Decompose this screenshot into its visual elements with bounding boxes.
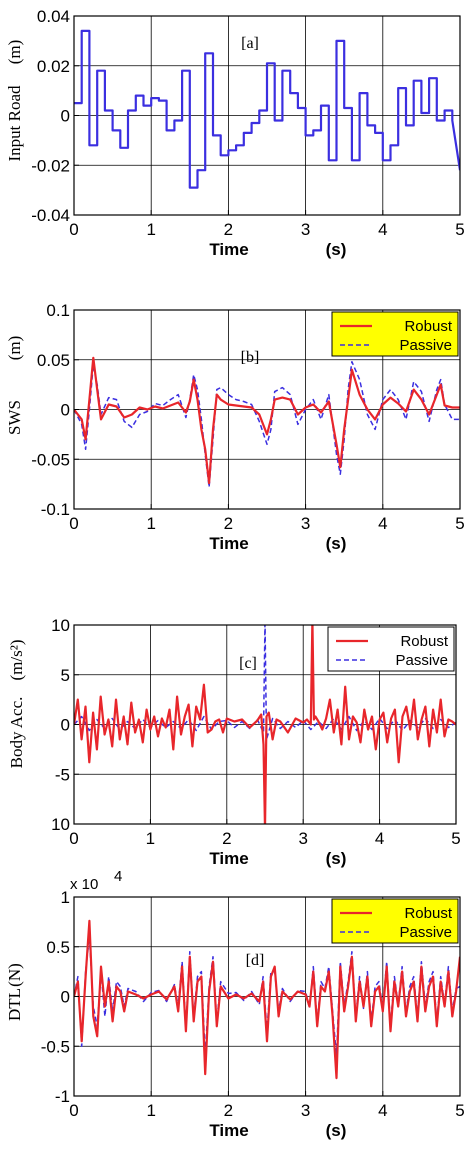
x-axis-label: Time <box>209 240 248 259</box>
series-group <box>74 29 460 189</box>
x-tick-label: 4 <box>375 829 384 848</box>
x-tick-label: 5 <box>451 829 460 848</box>
series-group <box>74 625 456 824</box>
x-tick-label: 2 <box>222 829 231 848</box>
legend-box <box>331 898 459 944</box>
x-tick-label: 3 <box>301 220 310 239</box>
x-axis-label: Time <box>209 849 248 868</box>
x-tick-label: 5 <box>455 514 464 533</box>
series-line-passive <box>74 360 460 488</box>
legend: Robust Passive <box>331 898 459 944</box>
x-tick-label: 1 <box>146 829 155 848</box>
legend-box <box>331 311 459 357</box>
y-tick-label: 0.1 <box>46 301 70 320</box>
x-tick-label: 3 <box>301 1101 310 1120</box>
legend: Robust Passive <box>331 311 459 357</box>
y-axis-label: Input Road <box>5 85 24 162</box>
x-tick-label: 3 <box>301 514 310 533</box>
x-tick-label: 1 <box>146 220 155 239</box>
x-tick-label: 2 <box>224 1101 233 1120</box>
series-group <box>74 919 460 1080</box>
y-axis-unit: (m) <box>5 336 24 361</box>
x-tick-label: 4 <box>378 514 387 533</box>
x-tick-label: 0 <box>69 1101 78 1120</box>
x-tick-label: 5 <box>455 220 464 239</box>
x-axis-label: Time <box>209 534 248 553</box>
chart-panel-2: 0 1 2 3 4 5 -0.1 -0.05 0 0.05 0.1 Time (s) SWS (m) [b] R… <box>5 301 465 553</box>
series-group <box>74 356 460 488</box>
x-tick-label: 4 <box>378 1101 387 1120</box>
y-tick-label: -0.02 <box>31 156 70 175</box>
x-tick-label: 2 <box>224 220 233 239</box>
y-axis-unit: (m) <box>5 40 24 65</box>
y-tick-label: -0.1 <box>41 500 70 519</box>
y-tick-label: -5 <box>55 765 70 784</box>
x-tick-label: 0 <box>69 514 78 533</box>
legend-label-robust: Robust <box>404 905 452 922</box>
series-line-1 <box>74 29 460 189</box>
y-tick-label: 0 <box>61 988 70 1007</box>
panel-tag: [c] <box>239 655 257 672</box>
legend-box <box>327 626 455 672</box>
y-tick-label: 1 <box>61 888 70 907</box>
y-tick-label: -0.5 <box>41 1037 70 1056</box>
y-axis-unit: (m/s²) <box>7 640 26 681</box>
y-axis-unit: (N) <box>5 963 24 987</box>
panel-tag: [d] <box>246 952 265 969</box>
chart-panel-1: 0 1 2 3 4 5 -0.04 -0.02 0 0.02 0.04 Time (s) Input Ro… <box>5 7 465 259</box>
x-tick-label: 2 <box>224 514 233 533</box>
panel-tag: [a] <box>241 35 259 52</box>
legend-label-robust: Robust <box>400 633 448 650</box>
series-line-robust <box>74 625 456 824</box>
x-axis-unit: (s) <box>326 1121 347 1140</box>
series-line-robust <box>74 919 460 1080</box>
x-axis-unit: (s) <box>326 534 347 553</box>
legend-label-passive: Passive <box>399 337 452 354</box>
y-tick-label: -1 <box>55 1087 70 1106</box>
y-tick-label: 10 <box>51 815 70 834</box>
y-tick-label: 10 <box>51 616 70 635</box>
y-tick-label: 0.5 <box>46 938 70 957</box>
legend-label-robust: Robust <box>404 318 452 335</box>
y-tick-label: -0.05 <box>31 450 70 469</box>
x-tick-label: 3 <box>298 829 307 848</box>
y-tick-label: 5 <box>61 666 70 685</box>
chart-panel-3: 0 1 2 3 4 5 10 -5 0 5 10 Time (s) Body Acc. (m/s²) [c] R… <box>7 616 461 868</box>
panel-tag: [b] <box>241 349 260 366</box>
x-tick-label: 1 <box>146 514 155 533</box>
axis-multiplier: x 10 <box>70 876 98 893</box>
x-axis-unit: (s) <box>326 849 347 868</box>
y-axis-label: SWS <box>5 400 24 435</box>
chart-panel-4: 0 1 2 3 4 5 -1 -0.5 0 0.5 1 Time (s) DTL(N) [d] x 10 4 Ro… <box>5 868 465 1140</box>
y-tick-label: 0 <box>61 107 70 126</box>
series-line-robust <box>74 356 460 485</box>
y-axis-label: Body Acc. <box>7 697 26 769</box>
x-axis-label: Time <box>209 1121 248 1140</box>
legend-label-passive: Passive <box>399 924 452 941</box>
x-axis-unit: (s) <box>326 240 347 259</box>
x-tick-label: 5 <box>455 1101 464 1120</box>
x-tick-label: 1 <box>146 1101 155 1120</box>
y-tick-label: 0 <box>61 401 70 420</box>
y-tick-label: 0 <box>61 716 70 735</box>
x-tick-label: 0 <box>69 220 78 239</box>
y-tick-label: 0.04 <box>37 7 70 26</box>
x-tick-label: 0 <box>69 829 78 848</box>
y-tick-label: -0.04 <box>31 206 70 225</box>
legend: Robust Passive <box>327 626 455 672</box>
legend-label-passive: Passive <box>395 652 448 669</box>
axis-multiplier-exponent: 4 <box>114 868 122 885</box>
y-tick-label: 0.05 <box>37 351 70 370</box>
y-axis-label: DTL <box>5 988 24 1021</box>
y-tick-label: 0.02 <box>37 57 70 76</box>
x-tick-label: 4 <box>378 220 387 239</box>
